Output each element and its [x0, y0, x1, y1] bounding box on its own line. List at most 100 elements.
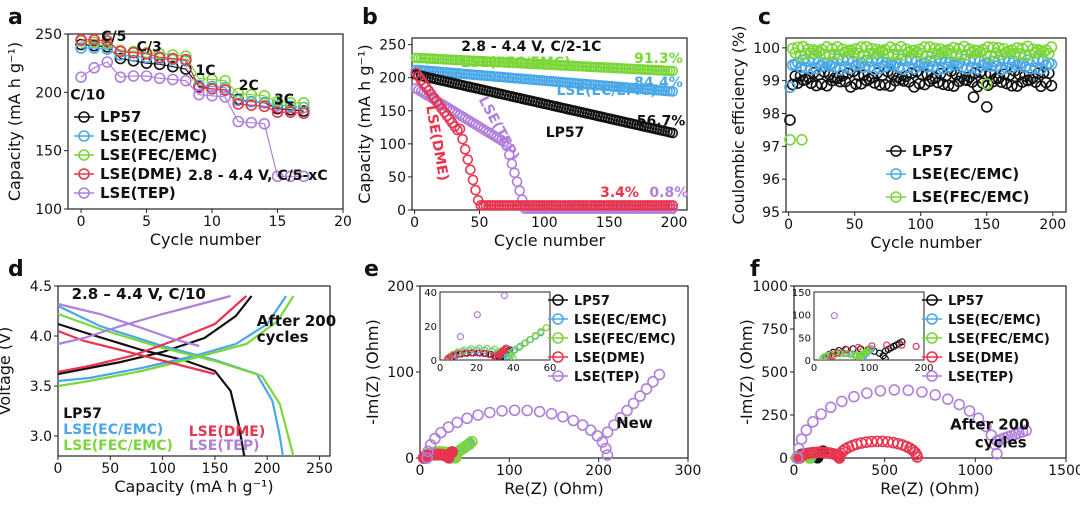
data-point: [451, 416, 463, 429]
series-line-LP57: [81, 43, 304, 112]
y-tick-label: 100: [387, 365, 414, 381]
inset-data-point: [473, 311, 481, 319]
data-point: [488, 130, 500, 141]
legend-entry: LSE(EC/EMC): [63, 422, 163, 438]
y-tick-label: 50: [388, 170, 406, 186]
data-point: [614, 411, 627, 424]
data-point: [860, 41, 873, 53]
data-point: [634, 390, 646, 402]
data-point: [911, 451, 924, 463]
data-point: [166, 49, 179, 61]
y-axis-label: Capacity (mA h g⁻¹): [5, 42, 24, 201]
data-point: [871, 435, 883, 448]
data-point: [980, 101, 993, 113]
x-axis-label: Cycle number: [150, 230, 262, 249]
panel-label: f: [750, 257, 760, 282]
data-point: [966, 46, 979, 59]
data-point: [596, 436, 609, 448]
inset-data-point: [485, 350, 493, 359]
y-tick-label: 3.5: [30, 379, 52, 395]
legend-entry-lse-tep-: LSE(TEP): [100, 184, 176, 202]
inset-data-point: [961, 206, 967, 212]
legend-entry-lse-ec-emc-: LSE(EC/EMC): [574, 313, 667, 328]
legend-entry-lse-dme-: LSE(DME): [100, 165, 182, 183]
data-point: [78, 130, 90, 142]
data-point: [932, 64, 944, 76]
data-point: [180, 50, 192, 62]
data-point: [796, 133, 808, 146]
inset-data-point: [467, 345, 475, 353]
y-tick-label: 4.0: [30, 329, 52, 345]
legend-entry-lse-fec-emc-: LSE(FEC/EMC): [912, 188, 1029, 206]
data-point: [979, 420, 992, 433]
x-tick-label: 0: [784, 217, 793, 233]
data-point: [797, 40, 809, 53]
y-tick-label: 100: [379, 137, 406, 153]
inset-data-point: [841, 350, 849, 358]
y-axis-label: Voltage (V): [0, 327, 14, 416]
y-tick-label: 500: [761, 365, 788, 381]
data-point: [861, 387, 873, 399]
inset-data-point: [936, 348, 942, 354]
data-point: [552, 294, 564, 306]
data-point: [483, 127, 494, 138]
data-point: [410, 83, 422, 94]
data-point: [470, 184, 481, 196]
series-line-LSE(TEP): [80, 61, 304, 177]
data-point: [567, 414, 580, 427]
inset-data-point: [881, 354, 889, 360]
annotation: 2.8 - 4.4 V, C/5-xC: [188, 168, 328, 184]
data-point: [871, 43, 883, 56]
data-point: [101, 56, 114, 68]
data-point: [1045, 41, 1058, 53]
data-point: [910, 47, 923, 59]
data-point: [180, 53, 192, 66]
data-point: [127, 46, 140, 59]
data-point: [232, 94, 245, 107]
legend-entry-lse-ec-emc-: LSE(EC/EMC): [100, 127, 207, 145]
inset-data-point: [859, 271, 865, 277]
inset-data-point: [515, 343, 523, 352]
inset-data-point: [883, 341, 891, 349]
curve-charge-LP57: [57, 295, 253, 376]
data-point: [114, 52, 127, 65]
inset-data: [818, 206, 967, 360]
panel-label: e: [364, 257, 379, 282]
annotation: 3C: [274, 92, 294, 108]
inset-data-point: [491, 345, 499, 353]
data-point: [667, 86, 679, 97]
data-point: [232, 98, 245, 110]
data-point: [647, 375, 659, 388]
legend-entry-lse-tep-: LSE(TEP): [948, 370, 1014, 385]
y-tick-label: 200: [35, 85, 62, 101]
data-point: [874, 385, 887, 397]
data-point: [493, 133, 505, 145]
data-point: [114, 45, 127, 58]
legend-entry-lp57: LP57: [100, 108, 141, 126]
data-point: [941, 393, 954, 406]
y-tick-label: 750: [761, 322, 788, 338]
inset-plot: 0 100 200 0 50 100 150: [792, 206, 967, 374]
legend-entry: LSE(TEP): [189, 438, 260, 454]
inset-data-point: [830, 311, 839, 320]
data-point: [961, 74, 973, 87]
legend-entry: LSE(FEC/EMC): [63, 438, 173, 454]
data-point: [836, 395, 848, 408]
data-point: [805, 63, 817, 76]
inset-data-point: [460, 346, 468, 354]
panel-label: c: [758, 5, 771, 30]
data-point: [478, 124, 489, 135]
y-tick-label: 97: [762, 139, 780, 155]
inset-data-point: [827, 351, 835, 359]
data-point: [457, 133, 468, 145]
x-tick-label: 100: [149, 461, 176, 477]
inset-data-point: [511, 346, 519, 354]
data-point: [1008, 47, 1021, 60]
annotation: 56.7%: [637, 113, 686, 129]
data-point: [982, 57, 994, 70]
data-point: [284, 170, 297, 183]
inset-data-point: [500, 292, 508, 300]
annotation: LSE(EC/EMC): [557, 83, 657, 99]
data-point: [140, 70, 153, 82]
